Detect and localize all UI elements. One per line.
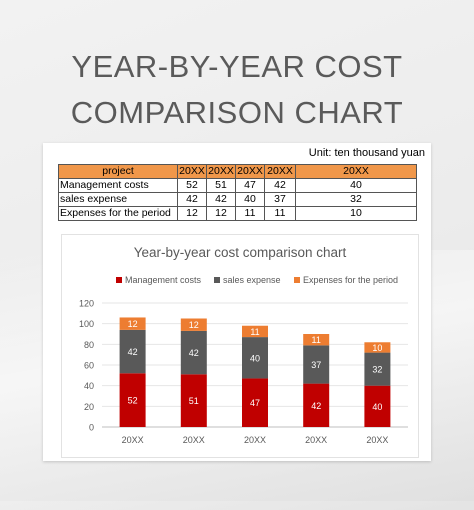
data-label: 32 bbox=[372, 365, 382, 375]
row-label[interactable]: Expenses for the period bbox=[58, 206, 178, 221]
bar-segment[interactable] bbox=[119, 373, 146, 427]
bar-segment[interactable] bbox=[242, 337, 268, 379]
data-label: 47 bbox=[250, 398, 260, 408]
chart-area[interactable]: Year-by-year cost comparison chart Manag… bbox=[61, 234, 419, 458]
table-row: Management costs 52 51 47 42 40 bbox=[58, 178, 417, 193]
table-cell[interactable]: 12 bbox=[177, 206, 207, 221]
data-label: 12 bbox=[128, 319, 138, 329]
bar-segment[interactable] bbox=[364, 385, 391, 427]
header-cell-year[interactable]: 20XX bbox=[206, 164, 236, 179]
bar-segment[interactable] bbox=[303, 334, 330, 346]
bar-segment[interactable] bbox=[180, 330, 207, 375]
x-tick-label: 20XX bbox=[183, 435, 205, 445]
bar-segment[interactable] bbox=[242, 378, 268, 427]
legend-swatch bbox=[294, 277, 300, 283]
legend-label: sales expense bbox=[223, 275, 281, 285]
table-row: Expenses for the period 12 12 11 11 10 bbox=[58, 206, 417, 221]
bar-segment[interactable] bbox=[180, 318, 207, 331]
data-label: 40 bbox=[372, 402, 382, 412]
table-cell[interactable]: 40 bbox=[235, 192, 265, 207]
bar-segment[interactable] bbox=[242, 325, 268, 338]
bar-segment[interactable] bbox=[364, 352, 391, 386]
bar-segment[interactable] bbox=[303, 383, 330, 427]
data-label: 42 bbox=[128, 347, 138, 357]
table-header-row: project 20XX 20XX 20XX 20XX 20XX bbox=[58, 164, 417, 179]
table-cell[interactable]: 42 bbox=[177, 192, 207, 207]
data-label: 11 bbox=[250, 327, 259, 337]
page-title-line-2: COMPARISON CHART bbox=[70, 95, 404, 130]
x-axis: 20XX 20XX 20XX 20XX 20XX bbox=[122, 435, 389, 445]
y-axis: 0 20 40 60 80 100 120 bbox=[79, 299, 94, 433]
cost-table: project 20XX 20XX 20XX 20XX 20XX Managem… bbox=[58, 164, 417, 221]
legend-swatch bbox=[116, 277, 122, 283]
stacked-bar-chart: Year-by-year cost comparison chart Manag… bbox=[79, 245, 408, 445]
data-label: 10 bbox=[372, 343, 382, 353]
y-tick-label: 60 bbox=[84, 361, 94, 371]
legend-label: Management costs bbox=[125, 275, 202, 285]
table-cell[interactable]: 10 bbox=[295, 206, 417, 221]
table-cell[interactable]: 51 bbox=[206, 178, 236, 193]
bar-segment[interactable] bbox=[119, 329, 146, 374]
row-label[interactable]: Management costs bbox=[58, 178, 178, 193]
x-tick-label: 20XX bbox=[366, 435, 388, 445]
data-label: 40 bbox=[250, 353, 260, 363]
legend-item[interactable]: Expenses for the period bbox=[294, 275, 398, 285]
table-cell[interactable]: 42 bbox=[206, 192, 236, 207]
data-label: 12 bbox=[189, 320, 199, 330]
table-cell[interactable]: 11 bbox=[235, 206, 265, 221]
table-cell[interactable]: 11 bbox=[264, 206, 296, 221]
chart-bars: 52 42 12 51 42 12 47 40 11 42 37 11 40 32 10 bbox=[119, 317, 391, 427]
bar-segment[interactable] bbox=[364, 342, 391, 353]
chart-title: Year-by-year cost comparison chart bbox=[134, 245, 347, 260]
table-cell[interactable]: 52 bbox=[177, 178, 207, 193]
header-cell-year[interactable]: 20XX bbox=[177, 164, 207, 179]
x-tick-label: 20XX bbox=[244, 435, 266, 445]
bar-segment[interactable] bbox=[119, 317, 146, 330]
row-label[interactable]: sales expense bbox=[58, 192, 178, 207]
header-cell-year[interactable]: 20XX bbox=[295, 164, 417, 179]
bar-segment[interactable] bbox=[180, 374, 207, 427]
data-label: 42 bbox=[311, 401, 321, 411]
data-label: 51 bbox=[189, 396, 199, 406]
bar-segment[interactable] bbox=[303, 345, 330, 384]
y-tick-label: 100 bbox=[79, 319, 94, 329]
table-cell[interactable]: 42 bbox=[264, 178, 296, 193]
legend-item[interactable]: sales expense bbox=[214, 275, 281, 285]
data-label: 37 bbox=[311, 360, 321, 370]
data-label: 42 bbox=[189, 348, 199, 358]
spreadsheet-card: Unit: ten thousand yuan project 20XX 20X… bbox=[43, 143, 431, 461]
y-tick-label: 0 bbox=[89, 423, 94, 433]
unit-label: Unit: ten thousand yuan bbox=[308, 147, 425, 159]
legend-item[interactable]: Management costs bbox=[116, 275, 202, 285]
y-tick-label: 80 bbox=[84, 340, 94, 350]
header-cell-year[interactable]: 20XX bbox=[264, 164, 296, 179]
page-title: YEAR-BY-YEAR COST COMPARISON CHART bbox=[0, 44, 474, 136]
header-cell-project[interactable]: project bbox=[58, 164, 178, 179]
header-cell-year[interactable]: 20XX bbox=[235, 164, 265, 179]
legend-label: Expenses for the period bbox=[303, 275, 398, 285]
table-cell[interactable]: 40 bbox=[295, 178, 417, 193]
table-cell[interactable]: 47 bbox=[235, 178, 265, 193]
data-label: 52 bbox=[128, 396, 138, 406]
y-tick-label: 120 bbox=[79, 299, 94, 309]
y-tick-label: 40 bbox=[84, 381, 94, 391]
table-cell[interactable]: 37 bbox=[264, 192, 296, 207]
table-row: sales expense 42 42 40 37 32 bbox=[58, 192, 417, 207]
table-cell[interactable]: 12 bbox=[206, 206, 236, 221]
data-label: 11 bbox=[312, 335, 321, 345]
x-tick-label: 20XX bbox=[122, 435, 144, 445]
x-tick-label: 20XX bbox=[305, 435, 327, 445]
table-cell[interactable]: 32 bbox=[295, 192, 417, 207]
chart-legend: Management costs sales expense Expenses fo… bbox=[116, 275, 398, 285]
page-title-line-1: YEAR-BY-YEAR COST bbox=[71, 49, 403, 84]
legend-swatch bbox=[214, 277, 220, 283]
y-tick-label: 20 bbox=[84, 402, 94, 412]
